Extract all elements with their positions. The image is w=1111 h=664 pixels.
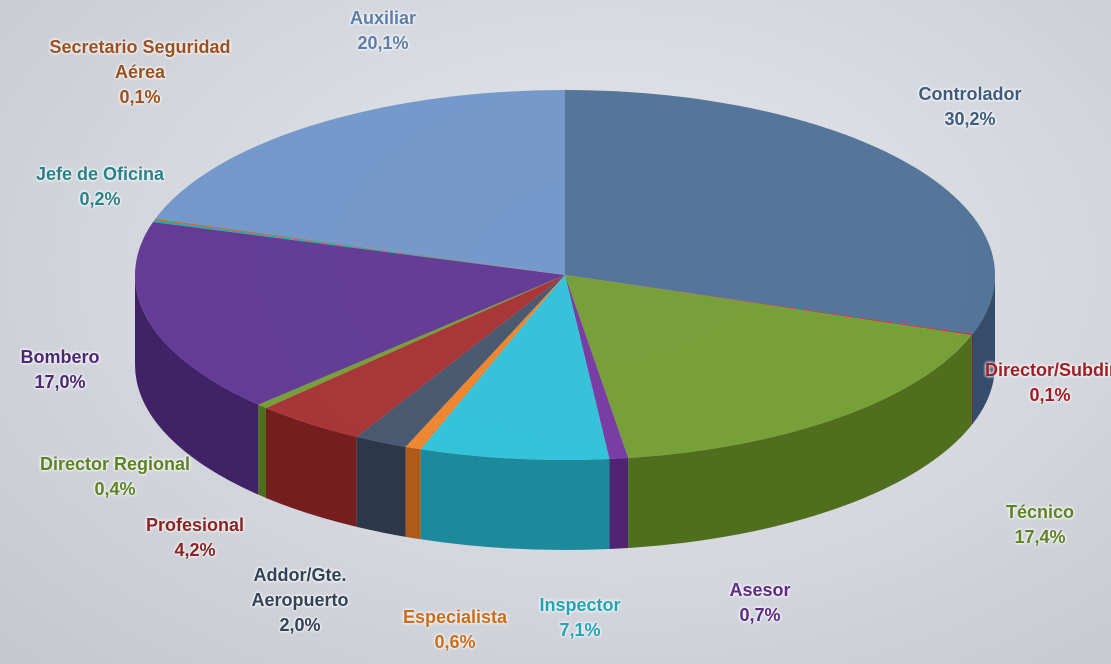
slice-side: [421, 449, 610, 550]
label-value: 20,1%: [308, 31, 458, 56]
label-value: 17,4%: [960, 525, 1111, 550]
label-value: 0,7%: [700, 603, 820, 628]
label-name: Secretario Seguridad Aérea: [40, 35, 240, 85]
label-name: Profesional: [120, 513, 270, 538]
label-name: Inspector: [510, 593, 650, 618]
label-value: 0,1%: [40, 85, 240, 110]
label-value: 7,1%: [510, 618, 650, 643]
label-name: Director/Subdirector: [985, 358, 1111, 383]
label-name: Director Regional: [15, 452, 215, 477]
label-value: 0,1%: [985, 383, 1111, 408]
slice-label: Director/Subdirector0,1%: [985, 358, 1111, 408]
label-name: Auxiliar: [308, 6, 458, 31]
label-value: 17,0%: [0, 370, 120, 395]
label-value: 0,2%: [10, 187, 190, 212]
label-name: Jefe de Oficina: [10, 162, 190, 187]
slice-side: [972, 334, 973, 425]
chart: Controlador30,2%Director/Subdirector0,1%…: [0, 0, 1111, 664]
label-value: 0,4%: [15, 477, 215, 502]
label-name: Addor/Gte. Aeropuerto: [220, 563, 380, 613]
label-value: 0,6%: [380, 630, 530, 655]
slice-side: [406, 447, 421, 539]
slice-side: [258, 405, 266, 498]
label-name: Técnico: [960, 500, 1111, 525]
label-value: 30,2%: [870, 107, 1070, 132]
slice-side: [357, 437, 406, 537]
label-name: Bombero: [0, 345, 120, 370]
label-value: 4,2%: [120, 538, 270, 563]
label-name: Controlador: [870, 82, 1070, 107]
slice-side: [609, 458, 628, 549]
label-name: Especialista: [380, 605, 530, 630]
label-value: 2,0%: [220, 613, 380, 638]
label-name: Asesor: [700, 578, 820, 603]
